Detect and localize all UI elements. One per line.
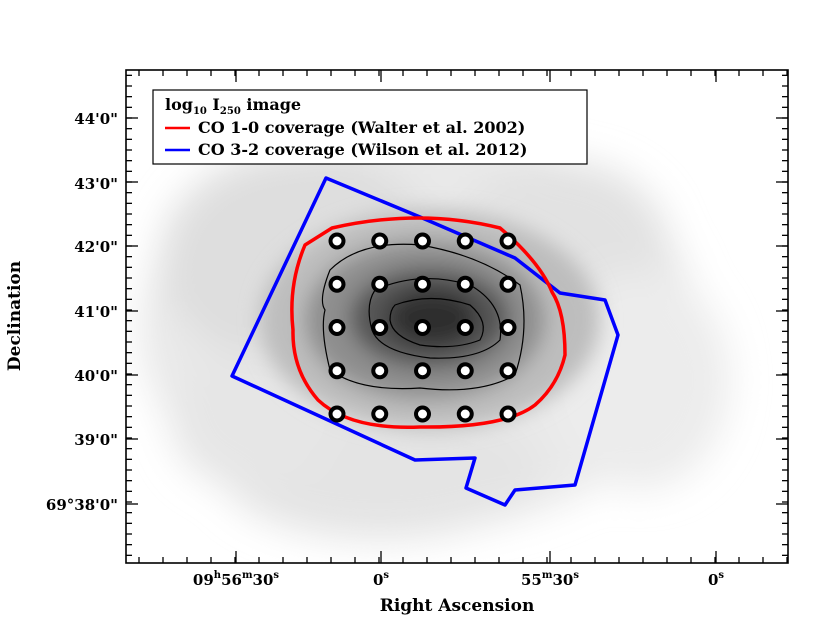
aperture-points xyxy=(328,232,517,423)
co10-coverage-outline xyxy=(290,216,567,430)
aperture-point-center xyxy=(375,236,385,246)
y-tick-label: 39'0" xyxy=(74,431,118,449)
y-tick-label: 41'0" xyxy=(74,303,118,321)
aperture-point-center xyxy=(375,323,385,332)
aperture-point-center xyxy=(460,323,470,332)
aperture-point-center xyxy=(460,366,470,376)
aperture-point-center xyxy=(375,366,385,376)
co32-coverage-outline xyxy=(230,176,620,507)
aperture-point-center xyxy=(503,236,513,246)
x-axis-title: Right Ascension xyxy=(380,596,535,616)
y-tick-labels: 44'0" 43'0" 42'0" 41'0" 40'0" 39'0" 69°3… xyxy=(46,110,118,514)
y-tick-label: 44'0" xyxy=(74,110,118,128)
x-tick-label: 0s xyxy=(708,570,724,589)
legend-box xyxy=(152,89,588,165)
aperture-point-center xyxy=(503,366,513,376)
x-tick-label: 09h56m30s xyxy=(193,570,280,589)
contour-inner xyxy=(389,297,484,348)
aperture-point-center xyxy=(460,279,470,289)
legend-entry-image: log10 I250 image xyxy=(165,95,301,117)
legend-entry-co10: CO 1-0 coverage (Walter et al. 2002) xyxy=(198,118,525,137)
aperture-point-center xyxy=(460,409,470,419)
aperture-point-center xyxy=(332,323,342,332)
aperture-point-center xyxy=(418,409,427,419)
x-tick-label: 0s xyxy=(373,570,389,589)
y-axis-title: Declination xyxy=(5,261,25,371)
aperture-point-center xyxy=(418,236,427,246)
aperture-point-center xyxy=(418,323,427,332)
aperture-point-center xyxy=(332,236,342,246)
aperture-point-center xyxy=(503,279,513,289)
aperture-point-center xyxy=(418,366,427,376)
y-tick-label: 43'0" xyxy=(74,175,118,193)
y-tick-label: 40'0" xyxy=(74,367,118,385)
aperture-point-center xyxy=(460,236,470,246)
aperture-point-center xyxy=(332,409,342,419)
aperture-point-center xyxy=(503,409,513,419)
legend: log10 I250 image CO 1-0 coverage (Walter… xyxy=(152,89,588,165)
x-tick-labels: 09h56m30s 0s 55m30s 0s xyxy=(193,570,724,589)
aperture-point-center xyxy=(375,279,385,289)
legend-entry-co32: CO 3-2 coverage (Wilson et al. 2012) xyxy=(198,140,527,159)
aperture-point-center xyxy=(332,279,342,289)
aperture-point-center xyxy=(332,366,342,376)
aperture-point-center xyxy=(503,323,513,332)
y-tick-label: 69°38'0" xyxy=(46,496,118,514)
y-tick-label: 42'0" xyxy=(74,238,118,256)
aperture-point-center xyxy=(375,409,385,419)
intensity-image xyxy=(140,130,730,540)
x-tick-label: 55m30s xyxy=(521,570,579,589)
tick-marks xyxy=(126,70,788,563)
plot-frame xyxy=(125,69,789,564)
aperture-point-center xyxy=(418,279,427,289)
